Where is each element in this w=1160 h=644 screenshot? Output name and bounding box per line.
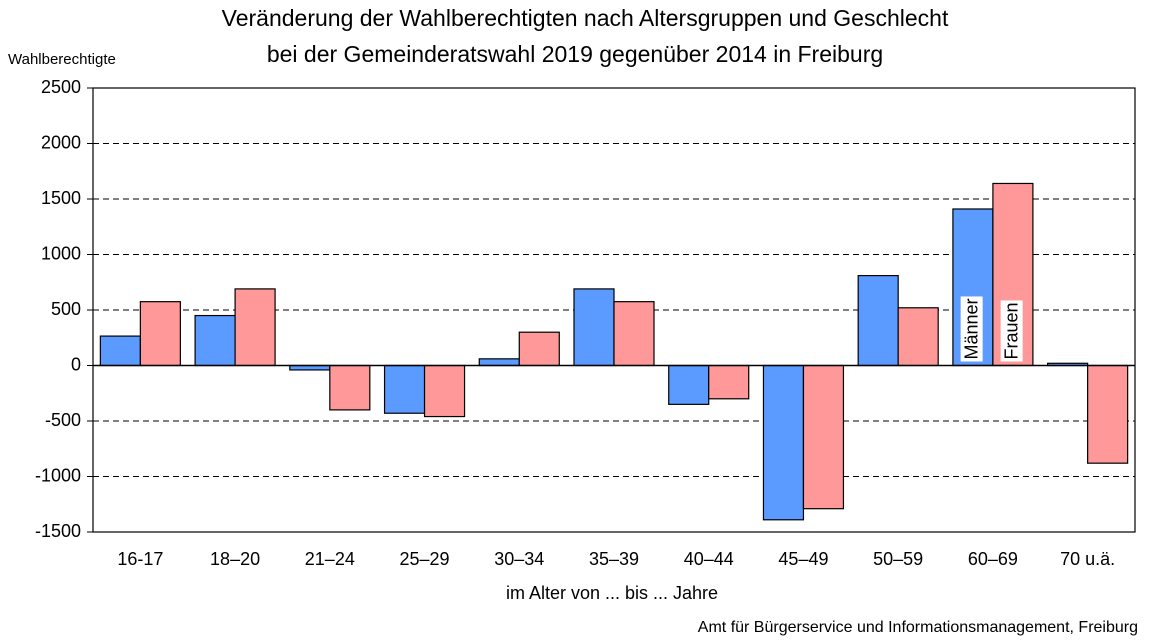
y-tick-label: 2000 xyxy=(41,132,81,152)
y-tick-label: -500 xyxy=(45,410,81,430)
y-tick-label: 500 xyxy=(51,299,81,319)
bar xyxy=(573,288,615,367)
x-tick-label: 18–20 xyxy=(210,549,260,569)
y-tick-label: 2500 xyxy=(41,77,81,97)
y-tick-label: 1000 xyxy=(41,243,81,263)
x-axis-label: im Alter von ... bis ... Jahre xyxy=(506,583,718,603)
x-tick-label: 45–49 xyxy=(778,549,828,569)
legend-bg xyxy=(960,296,983,362)
x-tick-label: 60–69 xyxy=(968,549,1018,569)
bar xyxy=(762,364,805,521)
y-tick-label: 0 xyxy=(71,354,81,374)
chart-title: bei der Gemeinderatswahl 2019 gegenüber … xyxy=(267,41,883,67)
bar xyxy=(478,358,520,367)
x-tick-label: 25–29 xyxy=(400,549,450,569)
y-axis-label: Wahlberechtigte xyxy=(8,51,116,68)
bar xyxy=(1087,364,1129,464)
x-tick-label: 16-17 xyxy=(117,549,163,569)
bar xyxy=(613,301,655,367)
bar xyxy=(383,364,426,414)
bar xyxy=(139,301,181,367)
bar xyxy=(518,331,560,367)
bar xyxy=(802,364,845,510)
bar xyxy=(329,364,371,411)
x-tick-label: 40–44 xyxy=(684,549,734,569)
legend-item: Männer xyxy=(960,296,983,362)
x-tick-label: 21–24 xyxy=(305,549,355,569)
legend-label: Frauen xyxy=(1002,302,1022,359)
x-tick-label: 35–39 xyxy=(589,549,639,569)
bar xyxy=(857,274,899,367)
legend-bg xyxy=(1000,300,1023,362)
plot-border xyxy=(92,87,1136,533)
bar xyxy=(423,364,466,418)
y-tick-label: -1500 xyxy=(35,521,81,541)
bar xyxy=(234,288,276,367)
bar xyxy=(668,364,710,405)
y-tick-label: -1000 xyxy=(35,465,81,485)
bar xyxy=(194,314,236,367)
x-tick-label: 30–34 xyxy=(494,549,544,569)
bar xyxy=(897,307,939,367)
legend-item: Frauen xyxy=(1000,300,1023,362)
x-tick-label: 50–59 xyxy=(873,549,923,569)
x-tick-label: 70 u.ä. xyxy=(1060,549,1115,569)
y-tick-label: 1500 xyxy=(41,188,81,208)
source: Amt für Bürgerservice und Informationsma… xyxy=(698,619,1138,636)
chart-title: Veränderung der Wahlberechtigten nach Al… xyxy=(222,5,949,31)
bar xyxy=(99,335,141,367)
legend-label: Männer xyxy=(962,298,982,359)
bar xyxy=(708,364,750,400)
